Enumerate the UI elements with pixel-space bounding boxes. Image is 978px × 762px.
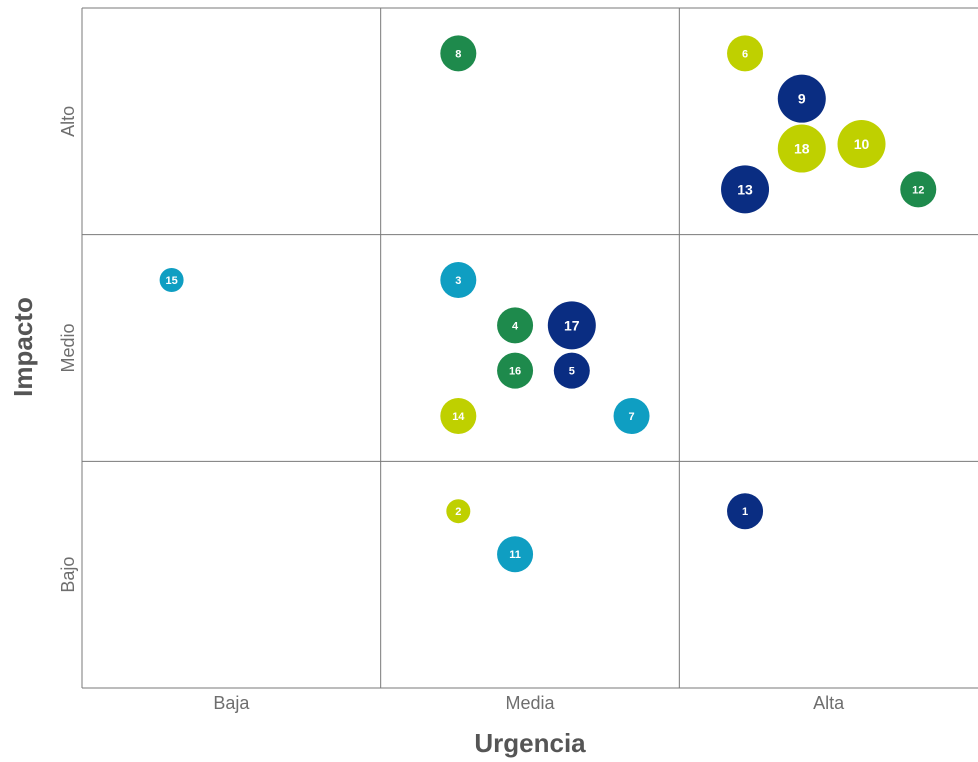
bubble-circle <box>440 398 477 434</box>
bubble-label: 1 <box>742 506 748 518</box>
bubble-12: 12 <box>900 171 937 208</box>
bubble-circle <box>727 493 764 530</box>
bubble-circle <box>727 35 764 72</box>
x-tick-label: Baja <box>213 693 250 713</box>
bubble-circle <box>777 74 826 123</box>
matrix-grid <box>81 7 978 689</box>
bubble-5: 5 <box>553 352 590 389</box>
bubble-17: 17 <box>547 301 596 350</box>
bubble-3: 3 <box>440 262 477 298</box>
bubble-label: 8 <box>455 48 461 60</box>
bubble-circle <box>613 398 650 434</box>
bubble-circle <box>497 352 534 389</box>
bubble-4: 4 <box>497 307 534 344</box>
bubble-circle <box>777 124 826 173</box>
bubble-label: 6 <box>742 48 748 60</box>
bubble-11: 11 <box>497 536 534 573</box>
bubble-2: 2 <box>446 499 471 524</box>
x-tick-label: Media <box>505 693 555 713</box>
bubble-label: 16 <box>509 366 521 378</box>
bubble-circle <box>497 536 534 573</box>
bubble-circle <box>497 307 534 344</box>
bubble-15: 15 <box>159 268 184 292</box>
y-tick-labels: Bajo Medio Alto <box>58 106 78 593</box>
bubble-label: 9 <box>798 91 806 107</box>
bubble-1: 1 <box>727 493 764 530</box>
y-tick-label: Bajo <box>58 557 78 593</box>
bubble-circle <box>837 120 886 168</box>
bubble-circle <box>553 352 590 389</box>
bubble-6: 6 <box>727 35 764 72</box>
bubble-circle <box>900 171 937 208</box>
bubble-label: 18 <box>794 141 810 157</box>
bubble-label: 12 <box>912 184 924 196</box>
bubble-circle <box>440 262 477 298</box>
bubble-circle <box>159 268 184 292</box>
bubble-7: 7 <box>613 398 650 434</box>
bubble-circle <box>721 165 770 214</box>
bubble-label: 11 <box>509 549 521 561</box>
bubble-label: 3 <box>455 275 461 287</box>
bubble-label: 10 <box>854 136 870 152</box>
bubble-18: 18 <box>777 124 826 173</box>
bubble-13: 13 <box>721 165 770 214</box>
bubble-16: 16 <box>497 352 534 389</box>
bubble-label: 15 <box>165 275 177 287</box>
bubble-label: 5 <box>569 366 575 378</box>
bubble-8: 8 <box>440 35 477 72</box>
bubble-circle <box>446 499 471 524</box>
bubble-label: 17 <box>564 317 580 333</box>
bubble-circle <box>547 301 596 350</box>
bubble-14: 14 <box>440 398 477 434</box>
bubble-label: 2 <box>455 506 461 518</box>
x-axis-title: Urgencia <box>474 728 586 758</box>
bubble-10: 10 <box>837 120 886 168</box>
y-tick-label: Alto <box>58 106 78 137</box>
bubble-label: 14 <box>452 411 465 423</box>
y-axis-title: Impacto <box>8 297 38 397</box>
bubble-label: 13 <box>737 181 753 197</box>
x-tick-label: Alta <box>813 693 845 713</box>
bubble-label: 7 <box>628 411 634 423</box>
bubble-label: 4 <box>512 320 519 332</box>
y-tick-label: Medio <box>58 323 78 372</box>
x-tick-labels: Baja Media Alta <box>213 693 845 713</box>
bubble-9: 9 <box>777 74 826 123</box>
bubble-circle <box>440 35 477 72</box>
